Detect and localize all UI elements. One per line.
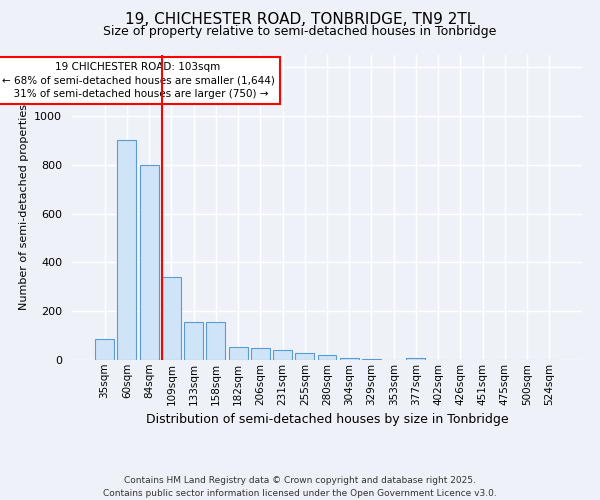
Bar	[206, 322, 225, 360]
Bar	[273, 350, 292, 360]
Text: Contains HM Land Registry data © Crown copyright and database right 2025.
Contai: Contains HM Land Registry data © Crown c…	[103, 476, 497, 498]
Bar	[295, 352, 314, 360]
Text: 19, CHICHESTER ROAD, TONBRIDGE, TN9 2TL: 19, CHICHESTER ROAD, TONBRIDGE, TN9 2TL	[125, 12, 475, 28]
X-axis label: Distribution of semi-detached houses by size in Tonbridge: Distribution of semi-detached houses by …	[146, 413, 508, 426]
Bar	[340, 358, 359, 360]
Bar	[317, 355, 337, 360]
Bar	[406, 358, 425, 360]
Bar	[251, 348, 270, 360]
Text: Size of property relative to semi-detached houses in Tonbridge: Size of property relative to semi-detach…	[103, 25, 497, 38]
Text: 19 CHICHESTER ROAD: 103sqm
← 68% of semi-detached houses are smaller (1,644)
  3: 19 CHICHESTER ROAD: 103sqm ← 68% of semi…	[2, 62, 274, 98]
Bar	[229, 346, 248, 360]
Y-axis label: Number of semi-detached properties: Number of semi-detached properties	[19, 104, 29, 310]
Bar	[184, 322, 203, 360]
Bar	[95, 340, 114, 360]
Bar	[362, 359, 381, 360]
Bar	[118, 140, 136, 360]
Bar	[140, 165, 158, 360]
Bar	[162, 277, 181, 360]
